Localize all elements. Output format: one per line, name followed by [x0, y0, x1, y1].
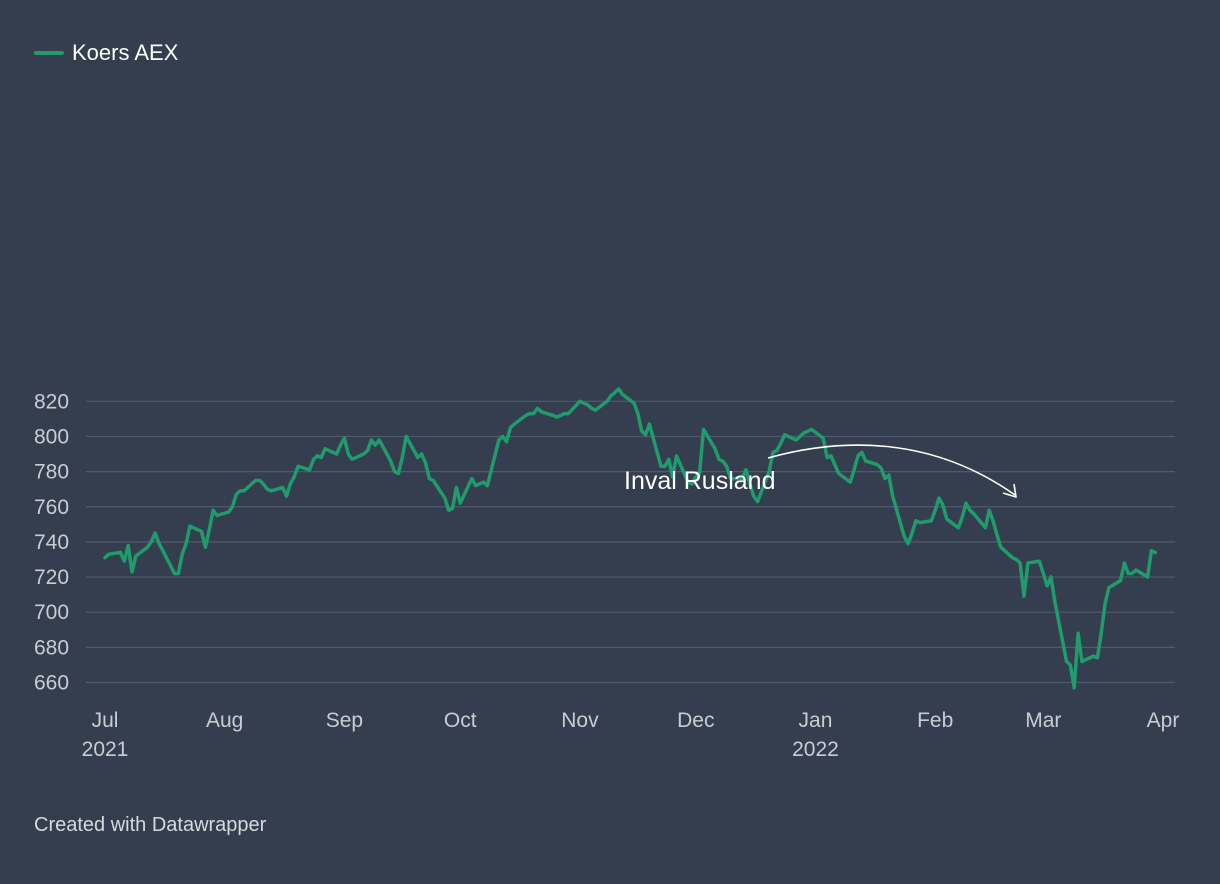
x-tick-label: Sep — [326, 709, 363, 732]
legend-label: Koers AEX — [72, 40, 179, 65]
x-tick-year-label: 2022 — [792, 738, 839, 761]
legend: Koers AEX — [34, 40, 178, 66]
x-tick-label: Dec — [677, 709, 714, 732]
y-tick-label: 680 — [34, 636, 69, 659]
annotation-arrowhead — [1002, 483, 1017, 498]
y-tick-label: 740 — [34, 531, 69, 554]
x-tick-label: Jan — [799, 709, 833, 732]
x-tick-year-label: 2021 — [82, 738, 129, 761]
y-tick-label: 760 — [34, 496, 69, 519]
annotation-label: Inval Rusland — [624, 467, 775, 495]
x-tick-label: Oct — [444, 709, 477, 732]
x-tick-label: Nov — [561, 709, 599, 732]
x-tick-label: Feb — [917, 709, 953, 732]
y-tick-label: 660 — [34, 672, 69, 695]
series-line-koers-aex — [103, 387, 1158, 690]
x-tick-label: Apr — [1147, 709, 1180, 732]
y-tick-label: 800 — [34, 425, 69, 448]
x-tick-label: Aug — [206, 709, 243, 732]
legend-swatch — [34, 51, 64, 55]
x-tick-label: Jul — [92, 709, 119, 732]
footer-credit: Created with Datawrapper — [34, 814, 267, 836]
annotation-arrow — [767, 444, 1016, 496]
x-tick-label: Mar — [1025, 709, 1061, 732]
y-tick-label: 820 — [34, 390, 69, 413]
y-tick-label: 700 — [34, 601, 69, 624]
y-tick-label: 780 — [34, 461, 69, 484]
y-tick-label: 720 — [34, 566, 69, 589]
